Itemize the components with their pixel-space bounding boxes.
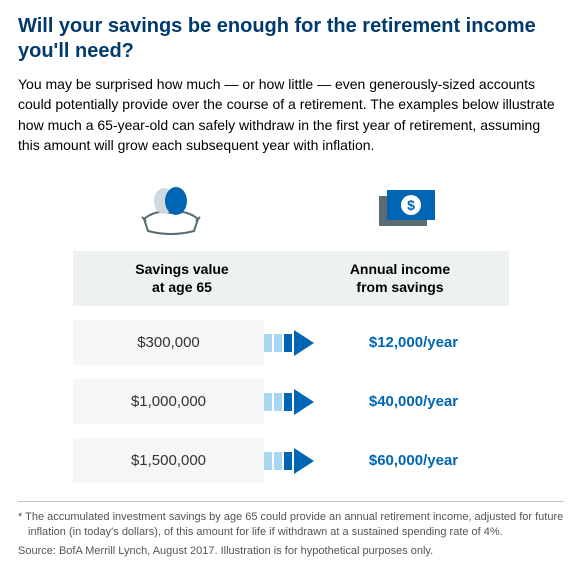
arrow-icon xyxy=(264,328,318,358)
arrow-icon xyxy=(264,446,318,476)
arrow-icon xyxy=(264,387,318,417)
table-row: $1,500,000 $60,000/year xyxy=(73,438,509,483)
table-row: $1,000,000 $40,000/year xyxy=(73,379,509,424)
footer-divider xyxy=(18,501,564,502)
footnote-text: * The accumulated investment savings by … xyxy=(18,510,564,540)
table-header: Savings value at age 65 Annual income fr… xyxy=(73,251,509,306)
svg-text:$: $ xyxy=(407,197,415,213)
header-income: Annual income from savings xyxy=(291,261,509,296)
source-text: Source: BofA Merrill Lynch, August 2017.… xyxy=(18,544,564,559)
savings-value: $1,000,000 xyxy=(73,379,264,424)
nest-egg-icon xyxy=(131,179,211,239)
savings-value: $1,500,000 xyxy=(73,438,264,483)
page-title: Will your savings be enough for the reti… xyxy=(18,14,564,64)
income-value: $60,000/year xyxy=(318,438,509,483)
table-row: $300,000 $12,000/year xyxy=(73,320,509,365)
money-icon: $ xyxy=(371,179,451,239)
income-value: $12,000/year xyxy=(318,320,509,365)
header-savings: Savings value at age 65 xyxy=(73,261,291,296)
description-text: You may be surprised how much — or how l… xyxy=(18,74,564,155)
income-value: $40,000/year xyxy=(318,379,509,424)
savings-table: Savings value at age 65 Annual income fr… xyxy=(73,251,509,483)
savings-value: $300,000 xyxy=(73,320,264,365)
